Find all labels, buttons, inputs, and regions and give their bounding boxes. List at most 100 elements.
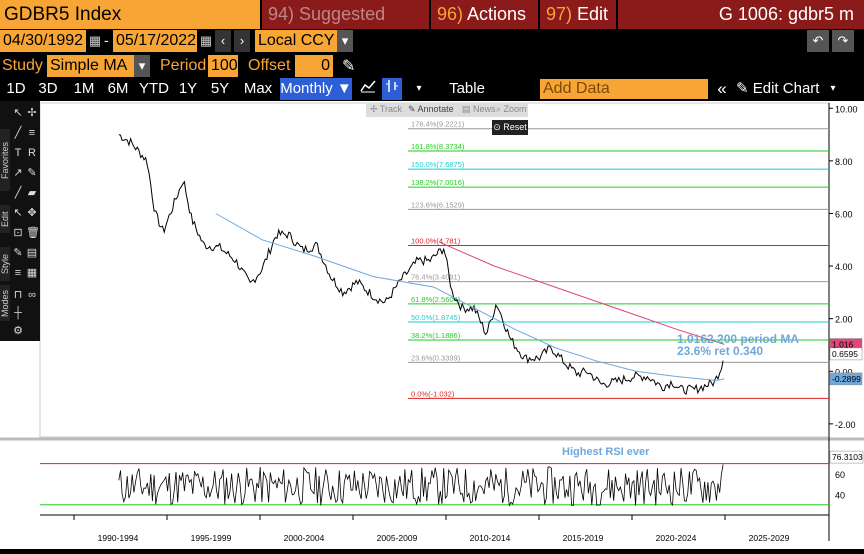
cursor-icon[interactable]: ↖	[13, 107, 23, 119]
edit-menu[interactable]: 97) Edit ▾	[542, 0, 618, 53]
calendar-icon[interactable]: ▦	[198, 30, 214, 52]
annotate-label: Annotate	[417, 104, 454, 114]
period-input[interactable]: 100	[208, 55, 238, 77]
x-tick-label: 2005-2009	[377, 533, 418, 543]
menu-num: 96)	[437, 4, 464, 24]
line-style-icon[interactable]: ≡	[14, 267, 22, 279]
line-icon[interactable]: ╱	[14, 187, 22, 199]
tab-edit[interactable]: Edit	[0, 205, 10, 233]
end-date-field[interactable]: 05/17/2022	[113, 30, 197, 52]
range-1y[interactable]: 1Y	[178, 80, 198, 97]
chevron-left-icon[interactable]: ‹	[215, 30, 231, 52]
crosshair-icon[interactable]: ✢	[27, 107, 37, 119]
add-data-input[interactable]: Add Data	[540, 79, 708, 99]
line-chart-icon[interactable]	[358, 78, 378, 100]
lock-icon[interactable]: ⊡	[13, 227, 23, 239]
link-icon[interactable]: ∞	[28, 289, 36, 301]
range-5y[interactable]: 5Y	[210, 80, 230, 97]
double-chevron-left-icon[interactable]: «	[717, 79, 727, 98]
edit-chart-button[interactable]: ✎ Edit Chart	[736, 78, 819, 100]
frequency-select[interactable]: Monthly ▼	[280, 78, 352, 100]
pencil-icon[interactable]: ✎	[342, 58, 356, 75]
channel-icon[interactable]: ▰	[27, 187, 37, 199]
fib-level-label: 61.8%(2.5604)	[411, 295, 461, 304]
color-icon[interactable]: ▤	[26, 247, 38, 259]
fib-level-label: 123.6%(6.1529)	[411, 200, 465, 209]
undo-icon[interactable]: ↶	[807, 30, 829, 52]
range-max[interactable]: Max	[243, 80, 273, 97]
y-tick-label: 4.00	[835, 262, 853, 272]
ticker-field[interactable]: GDBR5 Index	[0, 0, 262, 29]
chart-canvas[interactable]: 10.00 8.00 6.00 4.00 2.00 0.00 -2.00 176.4%(9.2…	[0, 101, 864, 549]
ruler-icon[interactable]: ┼	[14, 307, 22, 319]
ma-annotation: 1.0162 200 period MA	[677, 332, 799, 346]
price-series-line	[118, 134, 724, 396]
trash-icon[interactable]: 🗑	[26, 227, 40, 239]
move-icon[interactable]: ✥	[27, 207, 37, 219]
pencil-icon[interactable]: ✎	[13, 247, 23, 259]
annotate-button[interactable]: ✎ Annotate	[408, 104, 454, 114]
study-label: Study	[2, 57, 43, 74]
suggested-charts-menu[interactable]: 94) Suggested Charts	[264, 0, 431, 53]
reset-button[interactable]: ⊙ Reset	[492, 120, 528, 135]
currency-field[interactable]: Local CCY	[255, 30, 337, 52]
fibonacci-icon[interactable]: ≡	[28, 127, 36, 139]
gear-icon[interactable]: ⚙	[13, 325, 23, 337]
y-tick-label: 0.00	[835, 367, 853, 377]
x-tick-label: 1995-1999	[191, 533, 232, 543]
pencil-icon[interactable]: ✎	[27, 167, 37, 179]
tab-favorites[interactable]: Favorites	[0, 129, 10, 191]
chevron-right-icon[interactable]: ›	[234, 30, 250, 52]
zoom-label: Zoom	[503, 104, 527, 114]
chart-area[interactable]: 10.00 8.00 6.00 4.00 2.00 0.00 -2.00 176.4%(9.2…	[0, 101, 864, 549]
range-6m[interactable]: 6M	[107, 80, 129, 97]
actions-menu[interactable]: 96) Actions ▾	[433, 0, 540, 53]
chevron-down-icon[interactable]: ▾	[337, 30, 353, 52]
offset-label: Offset	[248, 57, 291, 74]
tab-modes[interactable]: Modes	[0, 285, 10, 321]
range-1m[interactable]: 1M	[73, 80, 95, 97]
range-ytd[interactable]: YTD	[139, 80, 169, 97]
fib-level-label: 138.2%(7.0016)	[411, 178, 465, 187]
ma100-line	[215, 213, 725, 382]
x-tick-label: 2010-2014	[470, 533, 511, 543]
chevron-down-icon[interactable]: ▾	[134, 55, 150, 77]
menu-num: 97)	[546, 4, 573, 24]
rsi-tick-label: 40	[835, 490, 845, 500]
edit-chart-label: Edit Chart	[752, 80, 820, 97]
track-button[interactable]: ✢ Track	[370, 104, 403, 114]
news-button[interactable]: ▤ News	[462, 104, 496, 114]
study-select[interactable]: Simple MA	[47, 55, 134, 77]
menu-num: 94)	[268, 4, 295, 24]
offset-input[interactable]: 0	[295, 55, 333, 77]
start-date-field[interactable]: 04/30/1992	[0, 30, 86, 52]
period-label: Period	[160, 57, 207, 74]
bar-chart-icon[interactable]	[382, 78, 402, 100]
tab-style[interactable]: Style	[0, 247, 10, 281]
value-badge-label: 0.6595	[832, 349, 858, 359]
fib-level-label: 150.0%(7.6875)	[411, 160, 465, 169]
chevron-down-icon[interactable]: ▾	[416, 83, 422, 94]
fib-level-label: 100.0%(4.781)	[411, 237, 461, 246]
fib-level-label: 161.8%(8.3734)	[411, 142, 465, 151]
trendline-icon[interactable]: ╱	[14, 127, 22, 139]
chevron-down-icon[interactable]: ▾	[830, 83, 836, 94]
cursor-icon[interactable]: ↖	[13, 207, 23, 219]
zoom-button[interactable]: ⌕ Zoom	[496, 104, 527, 114]
news-label: News	[473, 104, 496, 114]
range-1d[interactable]: 1D	[6, 80, 26, 97]
fill-icon[interactable]: ▦	[26, 267, 38, 279]
pencil-icon: ✎	[736, 80, 749, 97]
rsi-annotation: Highest RSI ever	[562, 446, 650, 458]
text-icon[interactable]: T	[14, 147, 22, 159]
rectangle-icon[interactable]: R	[28, 147, 36, 159]
redo-icon[interactable]: ↷	[832, 30, 854, 52]
arrow-icon[interactable]: ↗	[13, 167, 23, 179]
range-3d[interactable]: 3D	[38, 80, 58, 97]
table-button[interactable]: Table	[449, 80, 485, 97]
rsi-tick-label: 60	[835, 470, 845, 480]
fib-level-label: 38.2%(1.1886)	[411, 331, 461, 340]
magnet-icon[interactable]: ⊓	[13, 289, 23, 301]
x-tick-label: 2015-2019	[563, 533, 604, 543]
calendar-icon[interactable]: ▦	[87, 30, 103, 52]
